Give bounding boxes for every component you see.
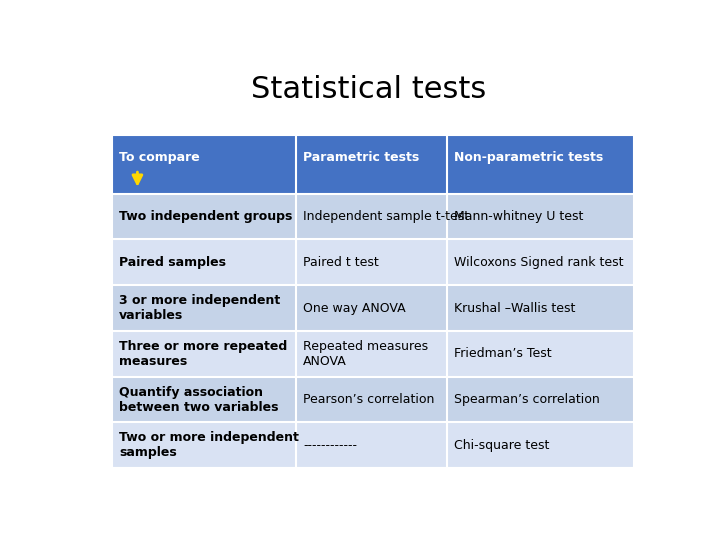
Text: Paired samples: Paired samples [119,256,226,269]
Text: Spearman’s correlation: Spearman’s correlation [454,393,600,406]
Text: Wilcoxons Signed rank test: Wilcoxons Signed rank test [454,256,624,269]
Text: Two independent groups: Two independent groups [119,210,292,223]
Text: Repeated measures
ANOVA: Repeated measures ANOVA [303,340,428,368]
Text: Chi-square test: Chi-square test [454,439,549,452]
Text: 3 or more independent
variables: 3 or more independent variables [119,294,280,322]
Text: Non-parametric tests: Non-parametric tests [454,151,603,164]
Text: Independent sample t-test: Independent sample t-test [303,210,469,223]
Text: Pearson’s correlation: Pearson’s correlation [303,393,435,406]
Text: Three or more repeated
measures: Three or more repeated measures [119,340,287,368]
Text: Statistical tests: Statistical tests [251,75,487,104]
Text: Paired t test: Paired t test [303,256,379,269]
Text: One way ANOVA: One way ANOVA [303,301,406,314]
Text: Friedman’s Test: Friedman’s Test [454,347,552,360]
Text: Two or more independent
samples: Two or more independent samples [119,431,299,459]
Text: Quantify association
between two variables: Quantify association between two variabl… [119,386,279,414]
Text: To compare: To compare [119,151,199,164]
Text: ------------: ------------ [303,439,357,452]
Text: Parametric tests: Parametric tests [303,151,420,164]
Text: Krushal –Wallis test: Krushal –Wallis test [454,301,575,314]
Text: Mann-whitney U test: Mann-whitney U test [454,210,583,223]
